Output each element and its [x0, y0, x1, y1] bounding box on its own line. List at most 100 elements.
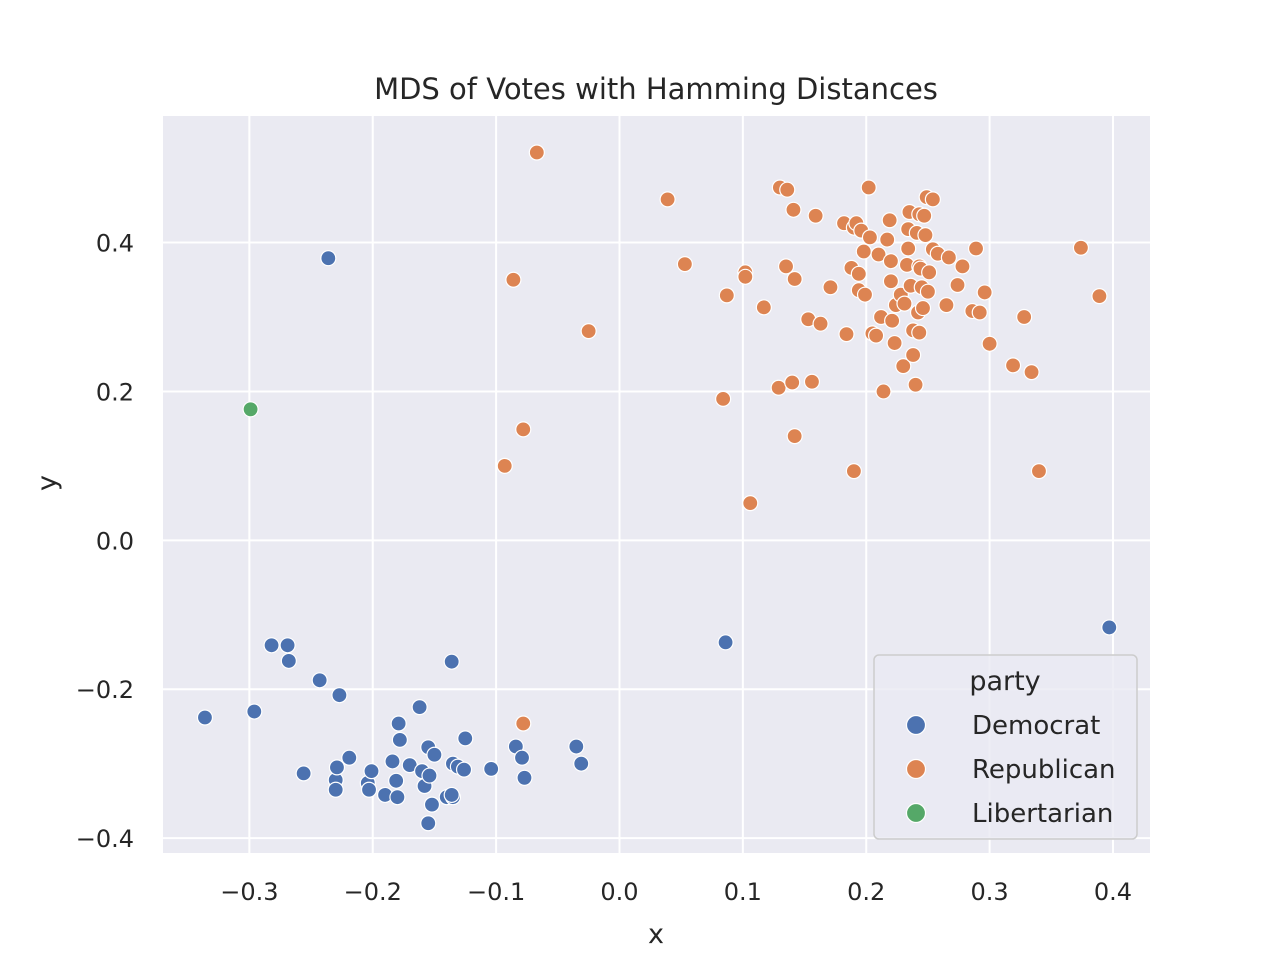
legend-label-democrat: Democrat: [972, 711, 1100, 741]
democrat-point: [568, 738, 585, 755]
x-tick-label: 0.2: [847, 878, 885, 906]
republican-point: [882, 253, 900, 270]
legend-title: party: [969, 666, 1040, 697]
legend-box: [873, 654, 1138, 840]
republican-point: [777, 258, 795, 275]
republican-point: [916, 207, 933, 224]
y-tick-label: 0.2: [96, 378, 134, 406]
republican-point: [881, 212, 898, 229]
republican-point: [718, 287, 735, 304]
republican-point: [779, 181, 796, 198]
democrat-point: [246, 703, 263, 720]
x-tick-label: −0.1: [467, 878, 525, 906]
democrat-point: [411, 698, 428, 716]
x-tick-label: 0.1: [724, 878, 762, 906]
republican-point: [742, 495, 759, 512]
democrat-point: [363, 763, 380, 780]
y-tick-label: 0.0: [96, 527, 134, 555]
republican-point: [900, 240, 917, 257]
democrat-point: [421, 767, 438, 784]
republican-point: [737, 268, 754, 285]
y-axis-label: y: [32, 475, 63, 491]
republican-point: [860, 179, 877, 196]
x-axis-label: x: [648, 919, 664, 950]
republican-point: [715, 390, 732, 407]
republican-point: [875, 383, 892, 400]
democrat-point: [717, 634, 734, 651]
republican-point: [755, 299, 772, 316]
republican-point: [879, 231, 896, 248]
democrat-point: [516, 769, 533, 786]
republican-point: [838, 326, 855, 343]
democrat-point: [390, 715, 407, 732]
data-points: [196, 144, 1118, 832]
x-tick-label: 0.0: [600, 878, 638, 906]
x-tick-label: −0.3: [220, 878, 278, 906]
democrat-point: [388, 772, 405, 789]
republican-point: [896, 295, 913, 312]
republican-point: [981, 335, 998, 352]
republican-point: [580, 323, 597, 340]
republican-point: [905, 346, 922, 364]
republican-point: [515, 715, 532, 732]
republican-point: [967, 240, 985, 257]
democrat-point: [457, 730, 474, 747]
republican-point: [850, 265, 867, 282]
republican-point: [505, 271, 522, 288]
democrat-point: [573, 755, 590, 772]
republican-point: [785, 201, 802, 218]
republican-point: [1004, 357, 1022, 374]
chart-title: MDS of Votes with Hamming Distances: [374, 72, 938, 106]
republican-point: [884, 312, 901, 329]
republican-point: [949, 276, 966, 294]
republican-point: [822, 279, 839, 296]
x-tick-label: 0.3: [971, 878, 1009, 906]
republican-point: [954, 258, 971, 275]
republican-point: [1023, 363, 1040, 381]
democrat-point: [391, 731, 408, 748]
republican-point: [1072, 239, 1090, 256]
republican-point: [907, 376, 924, 393]
democrat-point: [423, 796, 441, 813]
legend-label-libertarian: Libertarian: [972, 799, 1113, 829]
republican-point: [919, 283, 937, 300]
y-tick-label: −0.4: [76, 825, 134, 853]
democrat-point: [384, 753, 401, 770]
democrat-point: [389, 789, 406, 806]
republican-point: [1091, 288, 1108, 305]
y-tick-label: 0.4: [96, 230, 134, 258]
republican-point: [1016, 308, 1033, 326]
republican-point: [496, 457, 513, 474]
legend-marker-libertarian: [905, 802, 927, 824]
republican-point: [917, 227, 934, 244]
republican-point: [924, 191, 941, 208]
republican-point: [676, 256, 693, 273]
x-tick-label: −0.2: [344, 878, 402, 906]
democrat-point: [455, 761, 473, 778]
democrat-point: [280, 652, 297, 670]
democrat-point: [420, 815, 437, 832]
democrat-point: [341, 749, 358, 766]
legend-items: Democrat Republican Libertarian: [905, 711, 1116, 829]
republican-point: [921, 264, 938, 281]
democrat-point: [295, 765, 312, 782]
republican-point: [914, 299, 932, 317]
democrat-point: [443, 653, 460, 670]
democrat-point: [328, 759, 346, 776]
x-tick-label: 0.4: [1094, 878, 1132, 906]
democrat-point: [196, 709, 214, 726]
republican-point: [784, 374, 801, 391]
democrat-point: [320, 250, 337, 267]
y-tick-labels: −0.4 −0.2 0.0 0.2 0.4: [76, 230, 134, 854]
republican-point: [911, 324, 928, 341]
democrat-point: [483, 760, 500, 777]
republican-point: [786, 428, 803, 445]
republican-point: [1030, 463, 1048, 480]
democrat-point: [443, 786, 460, 804]
republican-point: [659, 191, 676, 208]
legend-marker-republican: [905, 758, 927, 780]
republican-point: [803, 373, 821, 390]
republican-point: [976, 284, 993, 301]
republican-point: [515, 421, 532, 438]
